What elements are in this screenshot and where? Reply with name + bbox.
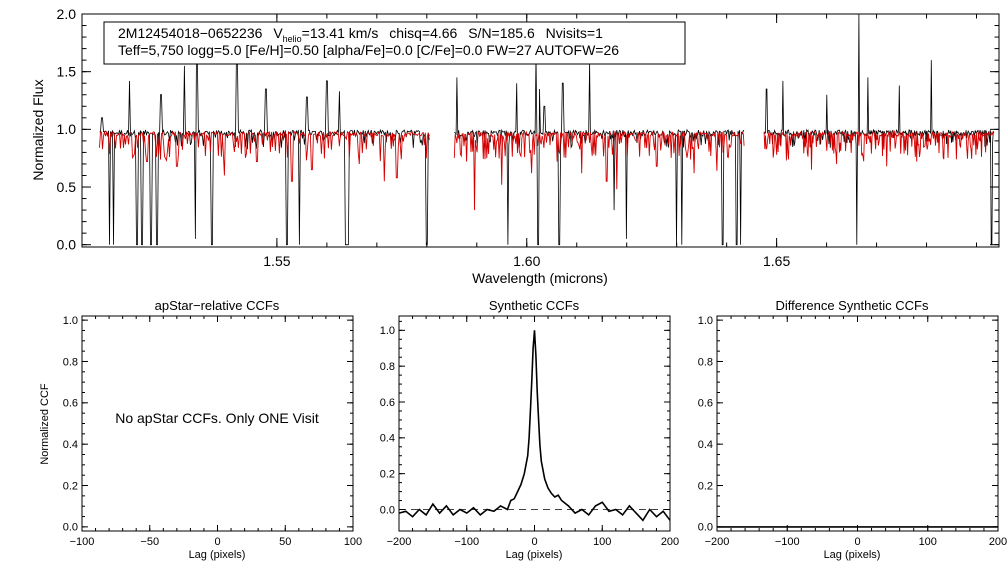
y-tick-label: 0.8 bbox=[698, 356, 713, 368]
x-tick-label: 200 bbox=[989, 536, 1007, 548]
y-tick-label: 0.2 bbox=[380, 469, 395, 481]
y-tick-label: 1.0 bbox=[380, 325, 395, 337]
y-tick-label: 1.0 bbox=[63, 315, 78, 327]
x-tick-label: 1.65 bbox=[763, 253, 790, 269]
difference-ccf-axes: −200 −100 0 100 200 0.0 0.2 0.4 0.6 0.8 1.0 bbox=[698, 315, 1007, 548]
model-spectrum-line bbox=[763, 130, 995, 170]
synthetic-ccf-line bbox=[398, 330, 671, 522]
x-tick-label: 0 bbox=[214, 536, 220, 548]
sn-value: S/N=185.6 bbox=[468, 25, 535, 41]
star-info-line-1: 2M12454018−0652236 Vhelio=13.41 km/s chi… bbox=[118, 25, 603, 44]
x-tick-label: −100 bbox=[775, 536, 800, 548]
y-tick-label: 0.0 bbox=[63, 522, 78, 534]
y-tick-label: 0.8 bbox=[380, 361, 395, 373]
model-spectrum-line bbox=[453, 130, 745, 211]
observed-spectrum-line bbox=[763, 13, 995, 246]
spectrum-y-axis-label: Normalized Flux bbox=[30, 79, 46, 180]
x-tick-label: 50 bbox=[279, 536, 291, 548]
nvisits-value: Nvisits=1 bbox=[546, 25, 603, 41]
x-tick-label: 0 bbox=[854, 536, 860, 548]
y-tick-label: 0.0 bbox=[57, 237, 77, 253]
apstar-ccf-axes: −100 −50 0 50 100 0.0 0.2 0.4 0.6 0.8 1.0 bbox=[63, 315, 362, 548]
model-spectrum-line bbox=[99, 130, 430, 182]
vhelio-value: =13.41 km/s bbox=[302, 25, 379, 41]
y-tick-label: 0.2 bbox=[698, 480, 713, 492]
y-tick-label: 0.2 bbox=[63, 480, 78, 492]
y-tick-label: 0.6 bbox=[698, 398, 713, 410]
observed-spectrum-line bbox=[454, 54, 745, 246]
x-tick-label: −200 bbox=[387, 536, 412, 548]
synthetic-ccf-x-axis-label: Lag (pixels) bbox=[506, 549, 563, 561]
difference-ccf-x-axis-label: Lag (pixels) bbox=[824, 549, 881, 561]
no-ccf-message: No apStar CCFs. Only ONE Visit bbox=[115, 410, 319, 426]
y-tick-label: 0.4 bbox=[380, 433, 395, 445]
x-tick-label: −200 bbox=[705, 536, 730, 548]
apstar-ccf-title: apStar−relative CCFs bbox=[155, 298, 280, 313]
synthetic-ccf-panel: −200 −100 0 100 200 0.0 0.2 0.4 0.6 0.8 1.0 Synthe… bbox=[380, 298, 679, 561]
difference-ccf-plot-frame bbox=[716, 315, 999, 532]
y-tick-label: 0.6 bbox=[63, 398, 78, 410]
x-tick-label: 1.55 bbox=[263, 253, 290, 269]
star-id: 2M12454018−0652236 bbox=[118, 25, 263, 41]
y-tick-label: 0.8 bbox=[63, 356, 78, 368]
vhelio-subscript: helio bbox=[283, 34, 302, 44]
spectrum-plot-frame bbox=[81, 13, 1000, 248]
x-tick-label: −50 bbox=[140, 536, 159, 548]
spectrum-axes: 1.55 1.60 1.65 0.0 0.5 1.0 1.5 2.0 bbox=[57, 6, 999, 269]
star-info-box bbox=[103, 21, 686, 65]
apstar-ccf-x-axis-label: Lag (pixels) bbox=[189, 549, 246, 561]
x-tick-label: −100 bbox=[70, 536, 95, 548]
chisq-value: chisq=4.66 bbox=[389, 25, 457, 41]
x-tick-label: 100 bbox=[593, 536, 611, 548]
difference-ccf-title: Difference Synthetic CCFs bbox=[776, 298, 929, 313]
spectrum-traces bbox=[99, 13, 995, 246]
synthetic-ccf-title: Synthetic CCFs bbox=[489, 298, 580, 313]
spectrum-panel: 1.55 1.60 1.65 0.0 0.5 1.0 1.5 2.0 Wavelength (… bbox=[30, 6, 1000, 286]
x-tick-label: 100 bbox=[919, 536, 937, 548]
difference-ccf-panel: −200 −100 0 100 200 0.0 0.2 0.4 0.6 0.8 1.0 Differ… bbox=[698, 298, 1007, 561]
y-tick-label: 1.0 bbox=[57, 121, 77, 137]
y-tick-label: 1.0 bbox=[698, 315, 713, 327]
y-tick-label: 0.4 bbox=[698, 439, 713, 451]
synthetic-ccf-traces bbox=[398, 330, 671, 522]
x-tick-label: 100 bbox=[344, 536, 362, 548]
y-tick-label: 0.6 bbox=[380, 397, 395, 409]
y-tick-label: 0.5 bbox=[57, 179, 77, 195]
x-tick-label: −100 bbox=[454, 536, 479, 548]
apstar-ccf-panel: −100 −50 0 50 100 0.0 0.2 0.4 0.6 0.8 1.0 apStar−r… bbox=[39, 298, 362, 561]
spectrum-x-axis-label: Wavelength (microns) bbox=[472, 270, 608, 286]
y-tick-label: 1.5 bbox=[57, 64, 77, 80]
vhelio-symbol: V bbox=[273, 25, 283, 41]
y-tick-label: 0.0 bbox=[698, 522, 713, 534]
synthetic-ccf-plot-frame bbox=[398, 315, 671, 532]
y-tick-label: 0.0 bbox=[380, 504, 395, 516]
y-tick-label: 0.4 bbox=[63, 439, 78, 451]
x-tick-label: 1.60 bbox=[513, 253, 540, 269]
synthetic-ccf-axes: −200 −100 0 100 200 0.0 0.2 0.4 0.6 0.8 1.0 bbox=[380, 316, 679, 548]
apstar-ccf-y-axis-label: Normalized CCF bbox=[39, 383, 51, 465]
y-tick-label: 2.0 bbox=[57, 6, 77, 22]
star-info-line-2: Teff=5,750 logg=5.0 [Fe/H]=0.50 [alpha/F… bbox=[118, 42, 619, 58]
x-tick-label: 0 bbox=[531, 536, 537, 548]
x-tick-label: 200 bbox=[661, 536, 679, 548]
